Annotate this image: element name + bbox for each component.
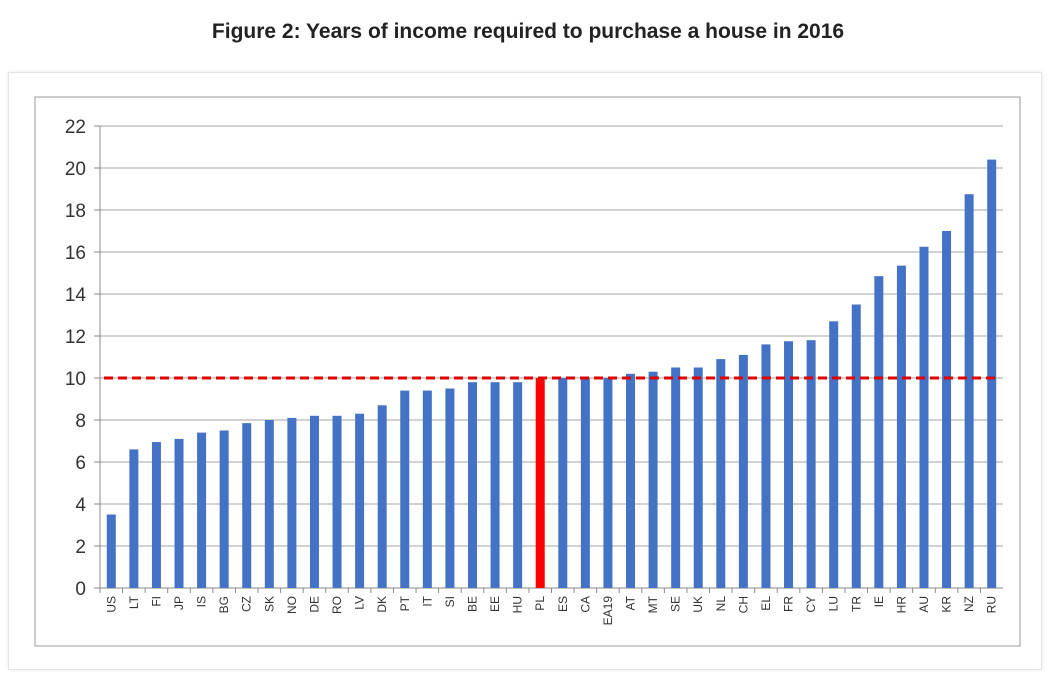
bar-cz bbox=[242, 423, 252, 588]
x-tick-label: KR bbox=[940, 596, 954, 613]
bar-ea19 bbox=[603, 378, 613, 588]
x-tick-label: IT bbox=[420, 595, 434, 606]
bar-is bbox=[197, 432, 207, 588]
bar-cy bbox=[806, 340, 816, 588]
bar-ch bbox=[738, 354, 748, 588]
bar-ca bbox=[580, 378, 590, 588]
x-tick-label: SI bbox=[443, 596, 457, 607]
x-tick-label: RO bbox=[330, 596, 344, 614]
x-tick-label: US bbox=[104, 596, 118, 613]
x-tick-label: IE bbox=[872, 596, 886, 607]
bar-bg bbox=[219, 430, 229, 588]
bar-hr bbox=[896, 265, 906, 588]
bar-at bbox=[626, 373, 636, 588]
x-tick-label: AT bbox=[624, 595, 638, 610]
x-tick-label: NL bbox=[714, 596, 728, 612]
x-tick-label: RU bbox=[985, 596, 999, 613]
x-tick-label: EE bbox=[488, 596, 502, 612]
bar-au bbox=[919, 246, 929, 588]
bar-si bbox=[445, 388, 455, 588]
x-tick-label: SK bbox=[262, 596, 276, 612]
y-tick-label: 6 bbox=[75, 453, 86, 474]
bar-it bbox=[422, 390, 432, 588]
bar-el bbox=[761, 344, 771, 588]
x-tick-label: IS bbox=[195, 596, 209, 607]
bar-fr bbox=[784, 341, 794, 588]
bar-ro bbox=[332, 415, 342, 588]
bar-dk bbox=[377, 405, 387, 588]
x-tick-label: CA bbox=[578, 596, 592, 613]
bar-nz bbox=[964, 194, 974, 588]
x-tick-label: BG bbox=[217, 596, 231, 613]
bar-fi bbox=[151, 442, 161, 588]
x-tick-label: HR bbox=[894, 596, 908, 614]
x-tick-label: UK bbox=[691, 596, 705, 613]
y-tick-label: 2 bbox=[75, 537, 86, 558]
bar-uk bbox=[693, 367, 703, 588]
bar-lt bbox=[129, 449, 139, 588]
y-tick-label: 10 bbox=[65, 369, 86, 390]
bar-ee bbox=[490, 382, 500, 588]
x-tick-label: LT bbox=[127, 595, 141, 609]
x-tick-label: CH bbox=[736, 596, 750, 613]
x-tick-label: NO bbox=[285, 596, 299, 614]
y-tick-label: 0 bbox=[75, 579, 86, 600]
y-tick-label: 18 bbox=[65, 201, 86, 222]
x-tick-label: EA19 bbox=[601, 596, 615, 626]
y-tick-label: 22 bbox=[65, 117, 86, 138]
chart-title: Figure 2: Years of income required to pu… bbox=[211, 20, 845, 43]
x-tick-label: DK bbox=[375, 596, 389, 613]
y-tick-label: 12 bbox=[65, 327, 86, 348]
x-tick-label: LU bbox=[827, 596, 841, 611]
bar-kr bbox=[942, 231, 952, 588]
x-tick-label: CZ bbox=[240, 596, 254, 612]
x-tick-label: SE bbox=[669, 596, 683, 612]
x-tick-label: FR bbox=[782, 596, 796, 612]
x-tick-label: AU bbox=[917, 596, 931, 613]
bar-hu bbox=[513, 382, 523, 588]
x-tick-label: PL bbox=[533, 596, 547, 611]
x-tick-label: HU bbox=[511, 596, 525, 613]
bar-tr bbox=[851, 304, 861, 588]
bar-se bbox=[671, 367, 681, 588]
bar-lv bbox=[355, 413, 365, 588]
bar-pl bbox=[535, 378, 545, 588]
y-tick-label: 14 bbox=[65, 285, 87, 306]
y-tick-label: 8 bbox=[75, 411, 86, 432]
bar-lu bbox=[829, 321, 839, 588]
bar-de bbox=[309, 415, 319, 588]
bar-nl bbox=[716, 359, 726, 588]
x-tick-label: FI bbox=[149, 596, 163, 607]
x-tick-label: BE bbox=[465, 596, 479, 612]
bar-no bbox=[287, 417, 297, 588]
bar-es bbox=[558, 378, 568, 588]
bar-ie bbox=[874, 276, 884, 588]
x-tick-label: CY bbox=[804, 596, 818, 613]
bar-mt bbox=[648, 371, 658, 588]
bar-ru bbox=[987, 159, 997, 588]
x-tick-label: MT bbox=[646, 595, 660, 613]
y-tick-label: 4 bbox=[75, 495, 86, 516]
x-tick-label: TR bbox=[849, 596, 863, 612]
bar-sk bbox=[264, 420, 274, 588]
x-tick-label: DE bbox=[307, 596, 321, 613]
bar-be bbox=[467, 382, 477, 588]
y-tick-label: 16 bbox=[65, 243, 86, 264]
bar-pt bbox=[400, 390, 410, 588]
x-tick-label: LV bbox=[353, 596, 367, 610]
y-tick-label: 20 bbox=[65, 159, 86, 180]
x-tick-label: ES bbox=[556, 596, 570, 612]
x-tick-label: NZ bbox=[962, 596, 976, 612]
x-tick-label: PT bbox=[398, 595, 412, 611]
x-tick-label: JP bbox=[172, 596, 186, 610]
bar-us bbox=[106, 514, 116, 588]
bar-jp bbox=[174, 438, 184, 588]
x-tick-label: EL bbox=[759, 596, 773, 611]
